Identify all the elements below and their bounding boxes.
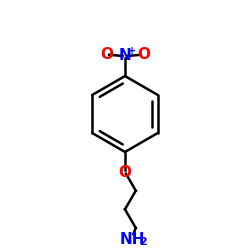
Text: O: O	[118, 164, 132, 180]
Text: O: O	[100, 47, 113, 62]
Text: NH: NH	[120, 232, 146, 247]
Text: 2: 2	[139, 237, 147, 247]
Text: N: N	[119, 48, 132, 64]
Text: O: O	[137, 47, 150, 62]
Text: +: +	[128, 46, 136, 56]
